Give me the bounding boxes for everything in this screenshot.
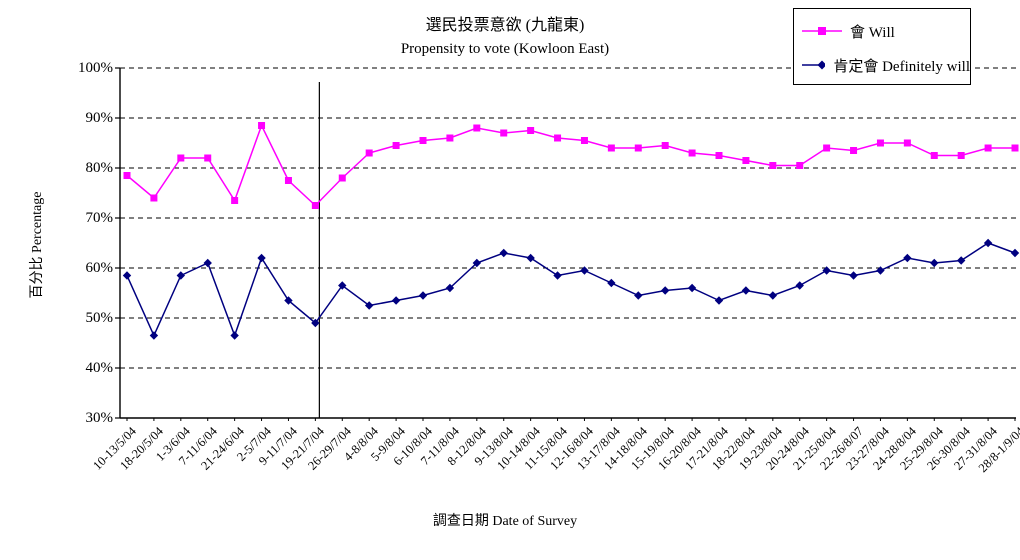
data-point-diamond bbox=[660, 286, 670, 295]
y-tick-label: 90% bbox=[85, 110, 114, 126]
data-point-diamond bbox=[553, 271, 562, 280]
data-point-square bbox=[634, 144, 642, 152]
data-point-diamond bbox=[687, 283, 697, 293]
data-point-square bbox=[984, 144, 992, 152]
data-point-square bbox=[123, 172, 131, 179]
y-tick-label: 80% bbox=[85, 160, 114, 176]
data-point-square bbox=[527, 127, 535, 134]
data-point-diamond bbox=[122, 271, 132, 280]
data-point-diamond bbox=[391, 296, 401, 305]
data-point-square bbox=[473, 124, 481, 132]
data-point-diamond bbox=[903, 253, 912, 263]
data-point-diamond bbox=[418, 291, 428, 300]
chart-title-english: Propensity to vote (Kowloon East) bbox=[400, 41, 610, 57]
data-point-square bbox=[607, 144, 615, 152]
x-axis-title: 調查日期 Date of Survey bbox=[432, 514, 578, 529]
data-point-diamond bbox=[364, 301, 374, 310]
data-point-square bbox=[311, 202, 319, 209]
y-tick-label: 30% bbox=[85, 410, 114, 426]
data-point-diamond bbox=[822, 266, 831, 275]
data-point-diamond bbox=[876, 266, 885, 275]
data-point-square bbox=[554, 134, 562, 142]
data-point-diamond bbox=[983, 238, 993, 248]
data-point-square bbox=[338, 174, 346, 182]
data-point-square bbox=[150, 194, 158, 202]
data-point-diamond bbox=[149, 331, 159, 340]
data-point-square bbox=[876, 139, 884, 147]
data-point-diamond bbox=[445, 283, 455, 293]
data-point-square bbox=[392, 142, 400, 149]
data-point-diamond bbox=[634, 291, 643, 300]
y-tick-label: 100% bbox=[78, 60, 113, 76]
data-point-diamond bbox=[607, 278, 616, 288]
data-point-square bbox=[715, 152, 723, 159]
legend: 會 Will 肯定會 Definitely will bbox=[793, 8, 971, 85]
data-point-diamond bbox=[499, 248, 508, 258]
data-point-square bbox=[957, 152, 965, 159]
legend-label: 肯定會 Definitely will bbox=[833, 58, 970, 75]
series-line-0 bbox=[126, 123, 1015, 207]
data-point-square bbox=[823, 144, 831, 152]
legend-entry: 會 Will bbox=[794, 14, 970, 48]
data-point-diamond bbox=[714, 296, 724, 305]
data-point-square bbox=[661, 142, 669, 149]
diamond-marker-icon bbox=[817, 60, 826, 70]
y-tick-label: 60% bbox=[85, 260, 114, 276]
legend-swatch bbox=[802, 27, 842, 35]
data-point-square bbox=[231, 197, 239, 204]
y-tick-label: 70% bbox=[85, 210, 114, 226]
data-point-square bbox=[796, 162, 804, 169]
data-point-square bbox=[1011, 144, 1019, 152]
data-point-diamond bbox=[930, 258, 939, 268]
data-point-diamond bbox=[311, 318, 320, 328]
data-point-square bbox=[930, 152, 938, 159]
data-point-diamond bbox=[526, 253, 535, 263]
data-point-square bbox=[769, 162, 777, 169]
chart-title-chinese: 選民投票意欲 (九龍東) bbox=[425, 17, 585, 34]
data-point-diamond bbox=[1010, 248, 1020, 258]
data-point-diamond bbox=[176, 271, 186, 280]
data-point-diamond bbox=[795, 281, 804, 290]
data-point-diamond bbox=[338, 281, 347, 290]
data-point-diamond bbox=[741, 286, 751, 295]
data-point-diamond bbox=[849, 271, 858, 280]
legend-label: 會 Will bbox=[850, 24, 895, 41]
y-tick-label: 50% bbox=[85, 310, 114, 326]
y-axis-title: 百分比 Percentage bbox=[30, 191, 45, 299]
data-point-diamond bbox=[472, 258, 482, 268]
series-line-1 bbox=[126, 242, 1016, 338]
legend-swatch bbox=[802, 60, 826, 70]
data-point-diamond bbox=[230, 331, 239, 340]
data-point-square bbox=[177, 154, 185, 162]
data-point-square bbox=[903, 139, 911, 147]
data-point-square bbox=[419, 137, 427, 144]
data-point-square bbox=[258, 122, 266, 129]
square-marker-icon bbox=[818, 27, 826, 35]
data-point-square bbox=[742, 157, 750, 164]
data-point-square bbox=[580, 137, 588, 144]
data-point-square bbox=[446, 134, 454, 142]
data-point-diamond bbox=[956, 256, 966, 265]
data-point-diamond bbox=[284, 296, 293, 305]
legend-entry: 肯定會 Definitely will bbox=[794, 48, 970, 82]
y-tick-label: 40% bbox=[85, 360, 114, 376]
data-point-square bbox=[365, 149, 373, 157]
data-point-square bbox=[500, 129, 508, 137]
data-point-diamond bbox=[257, 253, 266, 263]
data-point-square bbox=[284, 177, 292, 184]
data-point-diamond bbox=[768, 291, 778, 300]
data-point-square bbox=[688, 149, 696, 157]
data-point-square bbox=[204, 154, 212, 162]
data-point-diamond bbox=[580, 266, 589, 275]
data-point-diamond bbox=[203, 258, 212, 268]
data-point-square bbox=[850, 147, 858, 154]
